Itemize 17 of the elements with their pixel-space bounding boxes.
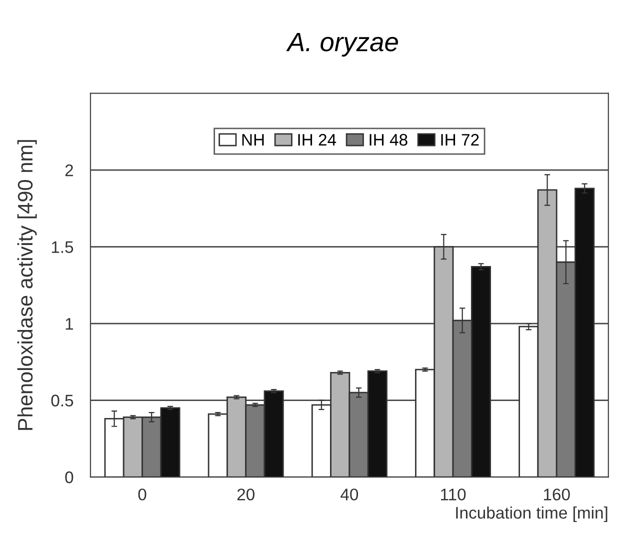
legend-label: NH (242, 134, 264, 146)
y-tick-label: 2 (65, 164, 73, 176)
x-tick-label: 40 (340, 488, 358, 500)
legend-label: IH 72 (441, 134, 479, 146)
x-tick-label: 0 (138, 488, 146, 500)
legend-label: IH 48 (370, 134, 408, 146)
y-tick-label: 1.5 (52, 241, 74, 253)
x-axis-title: Incubation time [min] (456, 506, 608, 522)
chart-title: A. oryzae (286, 32, 398, 57)
y-tick-label: 1 (66, 318, 73, 330)
y-tick-label: 0.5 (51, 394, 74, 406)
x-tick-label: 160 (544, 488, 570, 500)
x-tick-label: 110 (441, 488, 466, 500)
x-tick-label: 20 (237, 488, 254, 500)
y-tick-label: 0 (65, 471, 74, 484)
legend-label: IH 24 (298, 134, 336, 146)
y-axis-title: Phenoloxidase activity [490 nm] (17, 140, 37, 430)
